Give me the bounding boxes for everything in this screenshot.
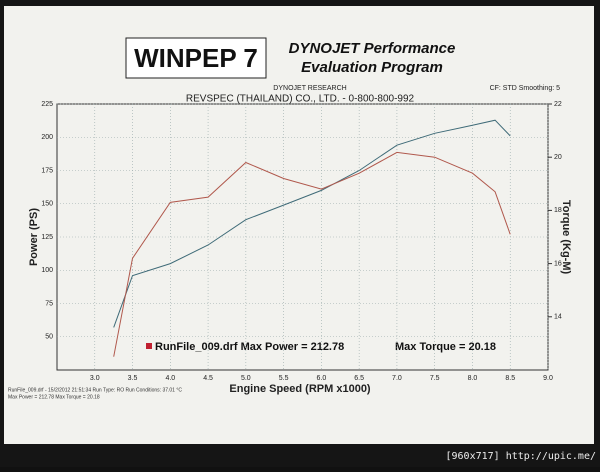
y-tick-label: 200 (41, 134, 53, 141)
y2-tick-label: 14 (554, 314, 562, 321)
x-tick-label: 4.5 (203, 375, 213, 382)
x-tick-label: 9.0 (543, 375, 553, 382)
y-tick-label: 50 (45, 334, 53, 341)
y-tick-label: 100 (41, 267, 53, 274)
y2-axis-label: Torque (Kg-M) (560, 200, 572, 275)
y-tick-label: 75 (45, 300, 53, 307)
plot: 3.0 3.5 4.0 4.5 5.0 5.5 6.0 6.5 7.0 7.5 8.0 8.5 9.0 5… (41, 101, 562, 382)
y-tick-label: 225 (41, 101, 53, 108)
x-axis-label: Engine Speed (RPM x1000) (229, 383, 371, 395)
y-tick-label: 175 (41, 167, 53, 174)
watermark: [960x717] http://upic.me/ (445, 451, 596, 462)
company: DYNOJET RESEARCH (273, 85, 346, 92)
x-tick-label: 7.5 (430, 375, 440, 382)
y2-tick-label: 20 (554, 154, 562, 161)
annotation: RunFile_009.drf Max Power = 212.78 (155, 341, 344, 353)
y2-tick-label: 16 (554, 260, 562, 267)
footer-text: Max Power = 212.78 Max Torque = 20.18 (8, 394, 100, 400)
footer-text: RunFile_009.drf - 15/2/2012 21:51:34 Run… (8, 387, 182, 393)
series-line (113, 119, 511, 328)
paper (4, 6, 594, 444)
x-tick-label: 5.0 (241, 375, 251, 382)
logo-box (125, 37, 267, 79)
program-title: Evaluation Program (301, 59, 443, 76)
y2-tick-label: 22 (554, 101, 562, 108)
x-tick-label: 6.5 (354, 375, 364, 382)
x-tick-label: 8.0 (468, 375, 478, 382)
logo: WINPEP 7 (134, 43, 258, 73)
chart-title: REVSPEC (THAILAND) CO., LTD. - 0-800-800… (186, 94, 415, 105)
x-tick-label: 8.5 (505, 375, 515, 382)
y-tick-label: 150 (41, 201, 53, 208)
x-tick-label: 5.5 (279, 375, 289, 382)
series-line (113, 151, 511, 357)
x-tick-label: 3.5 (128, 375, 138, 382)
x-tick-label: 6.0 (317, 375, 327, 382)
settings: CF: STD Smoothing: 5 (490, 85, 561, 92)
x-tick-label: 7.0 (392, 375, 402, 382)
x-tick-label: 3.0 (90, 375, 100, 382)
y2-tick-label: 18 (554, 207, 562, 214)
annotation: Max Torque = 20.18 (395, 341, 496, 353)
annotation-marker (146, 343, 152, 349)
x-tick-label: 4.0 (165, 375, 175, 382)
y-tick-label: 125 (41, 234, 53, 241)
y-axis-label: Power (PS) (28, 208, 40, 266)
program-title: DYNOJET Performance (289, 40, 456, 57)
